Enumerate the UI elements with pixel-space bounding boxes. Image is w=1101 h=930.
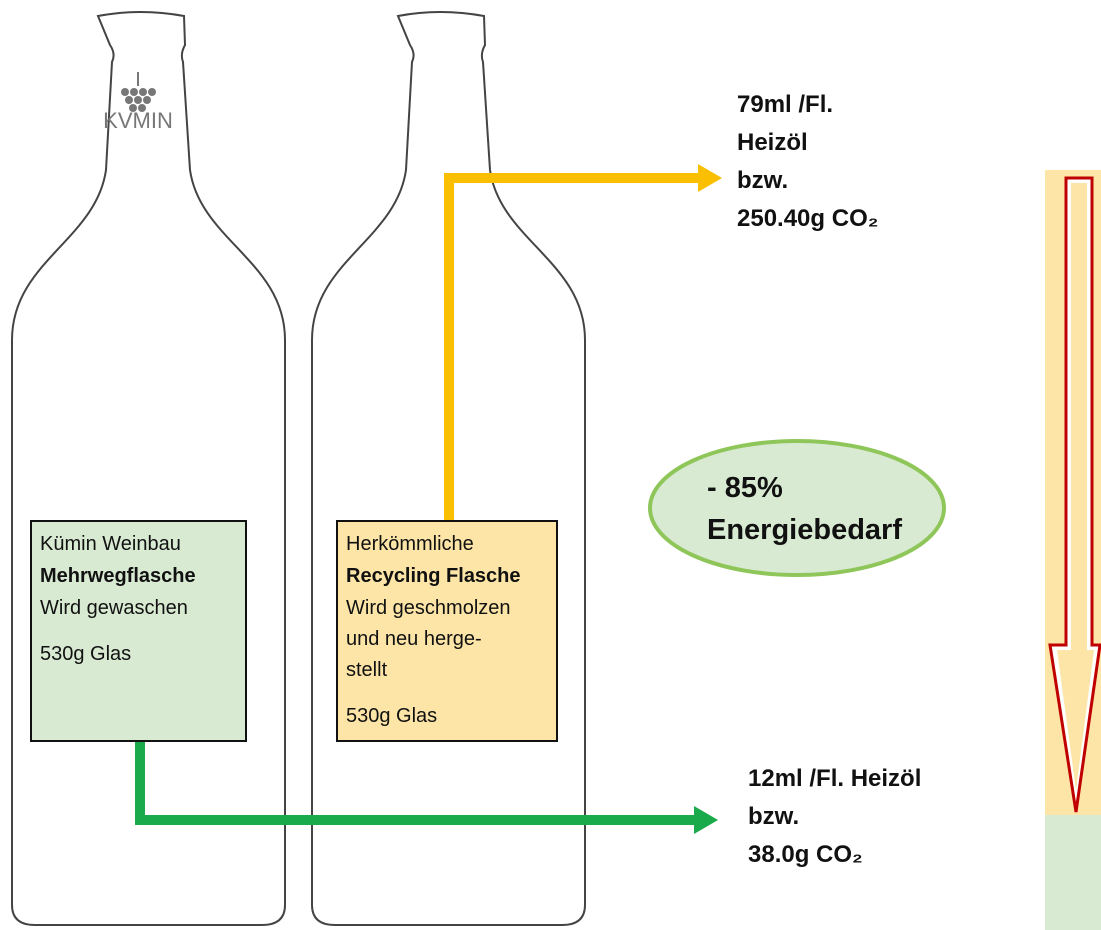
savings-ellipse <box>650 441 944 575</box>
result-line: bzw. <box>748 803 799 830</box>
result-line: 12ml /Fl. Heizöl <box>748 765 921 792</box>
box-line: Herkömmliche <box>346 533 474 555</box>
box-line: 530g Glas <box>40 643 131 665</box>
bottle-reusable <box>12 12 285 925</box>
result-line: 79ml /Fl. <box>737 91 833 118</box>
box-line: stellt <box>346 659 388 681</box>
box-line: Mehrwegflasche <box>40 565 196 587</box>
savings-line: - 85% <box>707 472 783 504</box>
reusable-result: 12ml /Fl. Heizöl bzw. 38.0g CO₂ <box>748 765 921 868</box>
result-line: bzw. <box>737 167 788 194</box>
bottles <box>12 12 585 925</box>
grape <box>134 96 142 104</box>
box-line: 530g Glas <box>346 705 437 727</box>
box-line: Wird geschmolzen <box>346 597 511 619</box>
logo-text: KVMIN <box>103 108 173 133</box>
page: Mehrwegflasche vs. Recycling Flasche {"l… <box>0 0 1101 930</box>
result-line: Heizöl <box>737 129 808 156</box>
result-line: 38.0g CO₂ <box>748 841 863 868</box>
grape <box>121 88 129 96</box>
grape <box>125 96 133 104</box>
grape <box>130 88 138 96</box>
box-line: Wird gewaschen <box>40 597 188 619</box>
bar-bottom <box>1045 815 1101 930</box>
page-body: KVMIN Kümin Weinbau Mehrwegflasche Wird … <box>0 0 1101 930</box>
diagram: KVMIN Kümin Weinbau Mehrwegflasche Wird … <box>0 0 1101 930</box>
savings-line: Energiebedarf <box>707 514 902 546</box>
arrow-head <box>698 164 722 192</box>
recycling-result: 79ml /Fl. Heizöl bzw. 250.40g CO₂ <box>737 91 878 232</box>
arrow-head <box>694 806 718 834</box>
grape <box>143 96 151 104</box>
box-line: Recycling Flasche <box>346 565 521 587</box>
result-line: 250.40g CO₂ <box>737 205 878 232</box>
grape <box>139 88 147 96</box>
grape <box>148 88 156 96</box>
box-line: Kümin Weinbau <box>40 533 181 555</box>
box-line: und neu herge- <box>346 628 482 650</box>
